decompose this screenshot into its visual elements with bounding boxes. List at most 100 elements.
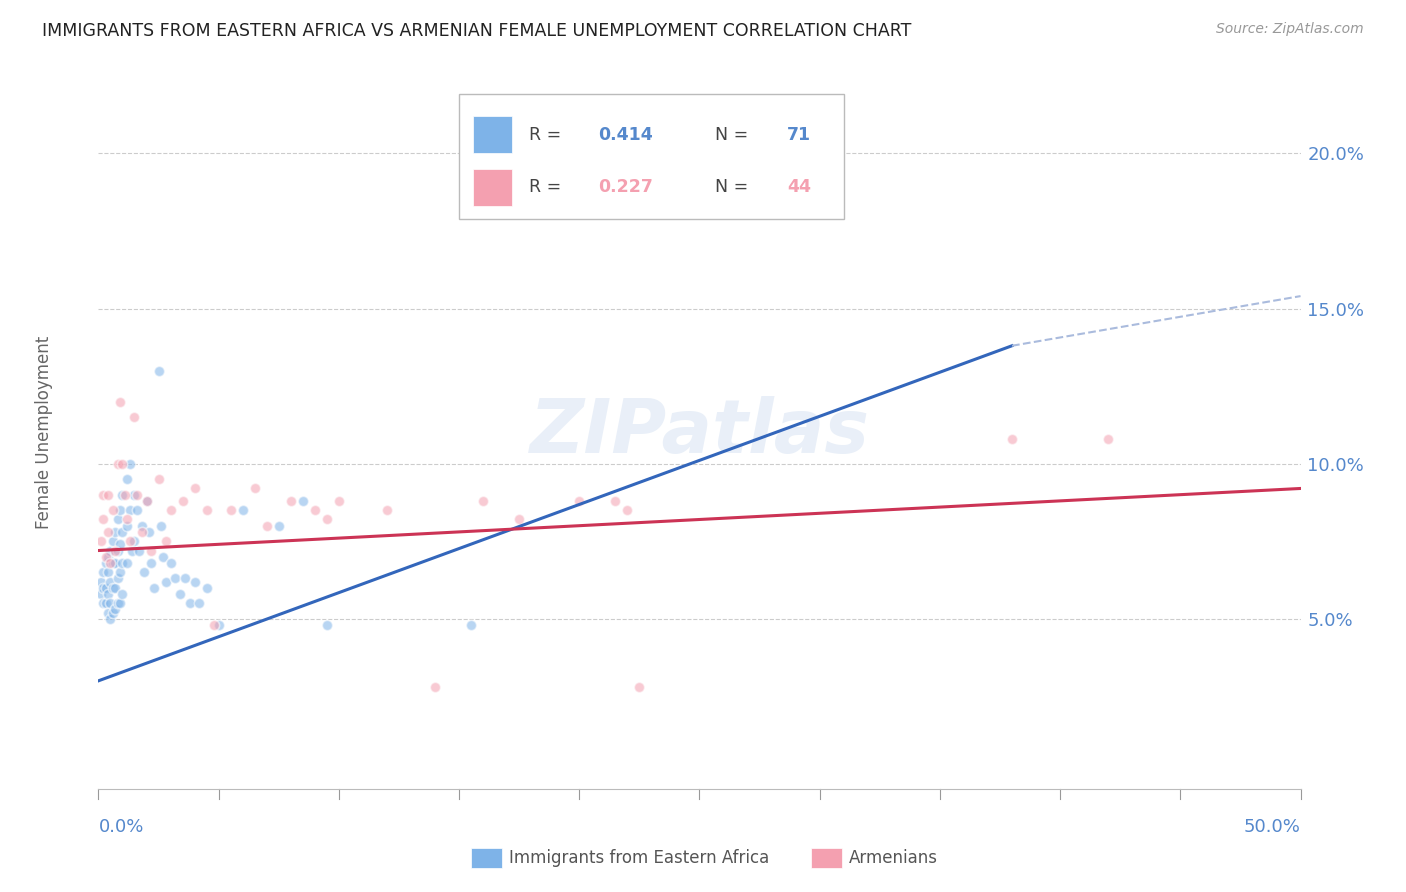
Point <box>155 574 177 589</box>
Point <box>423 680 446 694</box>
Point <box>135 494 157 508</box>
Point <box>108 503 131 517</box>
Point <box>232 503 254 517</box>
Point <box>280 494 302 508</box>
Point <box>138 524 160 539</box>
Point <box>628 680 651 694</box>
Point <box>111 488 134 502</box>
Point <box>169 587 191 601</box>
Point <box>472 494 495 508</box>
Point <box>195 503 218 517</box>
Point <box>568 494 591 508</box>
Point <box>155 534 177 549</box>
Point <box>100 574 122 589</box>
FancyBboxPatch shape <box>458 94 844 219</box>
Point <box>90 534 112 549</box>
Text: 44: 44 <box>787 178 811 196</box>
Point <box>148 472 170 486</box>
Point <box>100 596 122 610</box>
Point <box>91 596 114 610</box>
Point <box>121 543 143 558</box>
Point <box>118 503 141 517</box>
Point <box>101 534 124 549</box>
Point <box>132 566 155 580</box>
Point <box>107 596 129 610</box>
Point <box>159 556 181 570</box>
Point <box>104 556 127 570</box>
Point <box>100 612 122 626</box>
Text: 50.0%: 50.0% <box>1244 818 1301 836</box>
Point <box>125 503 148 517</box>
Point <box>111 556 134 570</box>
Point <box>114 488 136 502</box>
Point <box>508 512 530 526</box>
Point <box>291 494 314 508</box>
Point <box>131 518 153 533</box>
Point <box>91 488 114 502</box>
Point <box>1001 432 1024 446</box>
Point <box>91 566 114 580</box>
Point <box>107 571 129 585</box>
Text: 0.414: 0.414 <box>599 126 654 144</box>
Point <box>149 518 172 533</box>
Point <box>152 549 174 564</box>
FancyBboxPatch shape <box>811 848 842 868</box>
Point <box>188 596 211 610</box>
Point <box>111 587 134 601</box>
Point <box>174 571 197 585</box>
Point <box>97 587 120 601</box>
Point <box>101 503 124 517</box>
Point <box>117 518 139 533</box>
Text: Armenians: Armenians <box>849 849 938 867</box>
Point <box>124 410 146 425</box>
Point <box>159 503 181 517</box>
Point <box>100 556 122 570</box>
Text: N =: N = <box>716 178 748 196</box>
Point <box>141 556 163 570</box>
Point <box>101 606 124 620</box>
Point <box>111 524 134 539</box>
Point <box>179 596 201 610</box>
Text: R =: R = <box>529 126 567 144</box>
Text: IMMIGRANTS FROM EASTERN AFRICA VS ARMENIAN FEMALE UNEMPLOYMENT CORRELATION CHART: IMMIGRANTS FROM EASTERN AFRICA VS ARMENI… <box>42 22 911 40</box>
Point <box>107 512 129 526</box>
Text: Source: ZipAtlas.com: Source: ZipAtlas.com <box>1216 22 1364 37</box>
Point <box>117 472 139 486</box>
Text: ZIPatlas: ZIPatlas <box>530 396 869 469</box>
Text: N =: N = <box>716 126 748 144</box>
Point <box>124 488 146 502</box>
Text: Immigrants from Eastern Africa: Immigrants from Eastern Africa <box>509 849 769 867</box>
FancyBboxPatch shape <box>474 116 512 153</box>
Point <box>117 556 139 570</box>
Point <box>107 543 129 558</box>
Point <box>111 457 134 471</box>
Point <box>267 518 290 533</box>
Point <box>124 534 146 549</box>
FancyBboxPatch shape <box>471 848 502 868</box>
Point <box>315 618 337 632</box>
Point <box>304 503 326 517</box>
Point <box>94 596 117 610</box>
Point <box>108 537 131 551</box>
Point <box>108 394 131 409</box>
Text: Female Unemployment: Female Unemployment <box>35 336 53 529</box>
Point <box>104 581 127 595</box>
Point <box>142 581 165 595</box>
Point <box>616 503 638 517</box>
Text: 0.0%: 0.0% <box>98 818 143 836</box>
Point <box>202 618 225 632</box>
Point <box>183 482 205 496</box>
Point <box>100 543 122 558</box>
Point <box>315 512 337 526</box>
Point <box>104 524 127 539</box>
Point <box>107 457 129 471</box>
Point <box>172 494 194 508</box>
Point <box>97 606 120 620</box>
Point <box>1097 432 1119 446</box>
Point <box>104 602 127 616</box>
Point <box>97 488 120 502</box>
Point <box>460 618 482 632</box>
Text: 71: 71 <box>787 126 811 144</box>
Point <box>90 587 112 601</box>
Point <box>117 512 139 526</box>
